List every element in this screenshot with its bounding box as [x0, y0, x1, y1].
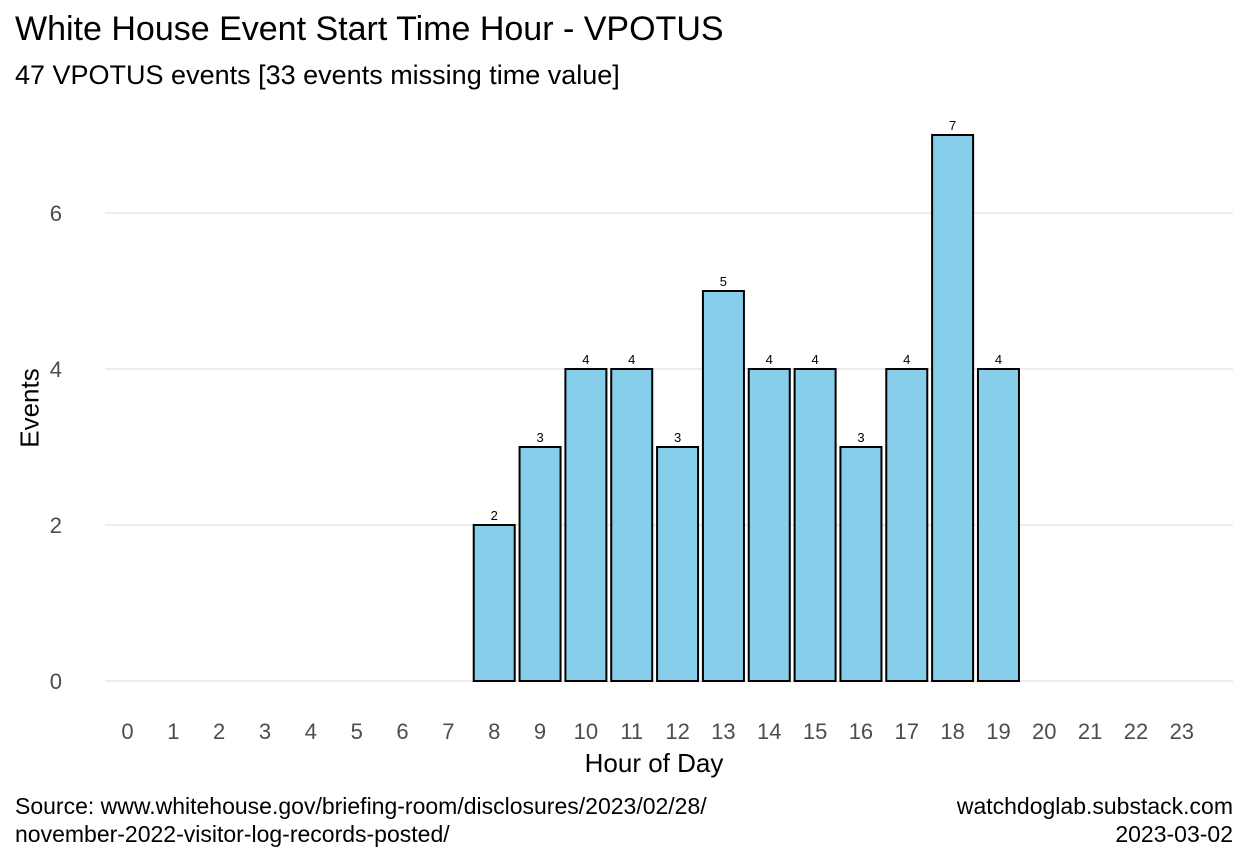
x-tick-label: 0 [121, 719, 133, 744]
x-tick-label: 5 [351, 719, 363, 744]
bar [885, 368, 929, 682]
x-tick-label: 1 [167, 719, 179, 744]
bar [472, 524, 516, 682]
site-credit: watchdoglab.substack.com [956, 793, 1233, 819]
data-label: 3 [857, 430, 864, 445]
y-tick-label: 6 [50, 201, 62, 226]
data-label: 4 [628, 352, 635, 367]
data-label: 3 [674, 430, 681, 445]
x-tick-label: 20 [1032, 719, 1056, 744]
data-label: 5 [720, 274, 727, 289]
bar [976, 368, 1020, 682]
data-label: 2 [491, 508, 498, 523]
x-tick-label: 8 [488, 719, 500, 744]
bar [931, 134, 975, 682]
x-tick-label: 12 [665, 719, 689, 744]
y-axis-label: Events [14, 368, 45, 448]
bar [793, 368, 837, 682]
bar [701, 290, 745, 682]
x-tick-label: 9 [534, 719, 546, 744]
y-tick-label: 0 [50, 669, 62, 694]
bar [564, 368, 608, 682]
x-tick-label: 17 [895, 719, 919, 744]
x-tick-label: 13 [711, 719, 735, 744]
credit-caption: watchdoglab.substack.com 2023-03-02 [957, 792, 1233, 848]
x-tick-label: 23 [1170, 719, 1194, 744]
source-caption: Source: www.whitehouse.gov/briefing-room… [15, 792, 707, 848]
x-tick-label: 3 [259, 719, 271, 744]
y-tick-label: 2 [50, 513, 62, 538]
data-label: 4 [811, 352, 818, 367]
x-tick-label: 6 [396, 719, 408, 744]
x-tick-label: 7 [442, 719, 454, 744]
x-tick-label: 10 [574, 719, 598, 744]
chart-subtitle: 47 VPOTUS events [33 events missing time… [15, 60, 620, 90]
bar [518, 446, 562, 682]
bar [747, 368, 791, 682]
data-label: 7 [949, 118, 956, 133]
x-tick-label: 4 [305, 719, 317, 744]
caption-date: 2023-03-02 [1115, 821, 1233, 847]
bar [610, 368, 654, 682]
data-label: 4 [766, 352, 773, 367]
source-line-1: Source: www.whitehouse.gov/briefing-room… [15, 793, 707, 819]
x-tick-label: 15 [803, 719, 827, 744]
data-label: 3 [536, 430, 543, 445]
bar [839, 446, 883, 682]
data-label: 4 [582, 352, 589, 367]
x-axis-label: Hour of Day [584, 748, 724, 778]
x-tick-label: 21 [1078, 719, 1102, 744]
data-label: 4 [903, 352, 910, 367]
x-tick-label: 22 [1124, 719, 1148, 744]
x-tick-label: 19 [986, 719, 1010, 744]
chart-title: White House Event Start Time Hour - VPOT… [15, 10, 724, 48]
bar [656, 446, 700, 682]
x-tick-label: 14 [757, 719, 781, 744]
data-label: 4 [995, 352, 1002, 367]
x-tick-label: 16 [849, 719, 873, 744]
x-tick-label: 18 [940, 719, 964, 744]
y-tick-label: 4 [50, 357, 62, 382]
source-line-2: november-2022-visitor-log-records-posted… [15, 821, 450, 847]
x-tick-label: 11 [620, 719, 643, 744]
x-tick-label: 2 [213, 719, 225, 744]
